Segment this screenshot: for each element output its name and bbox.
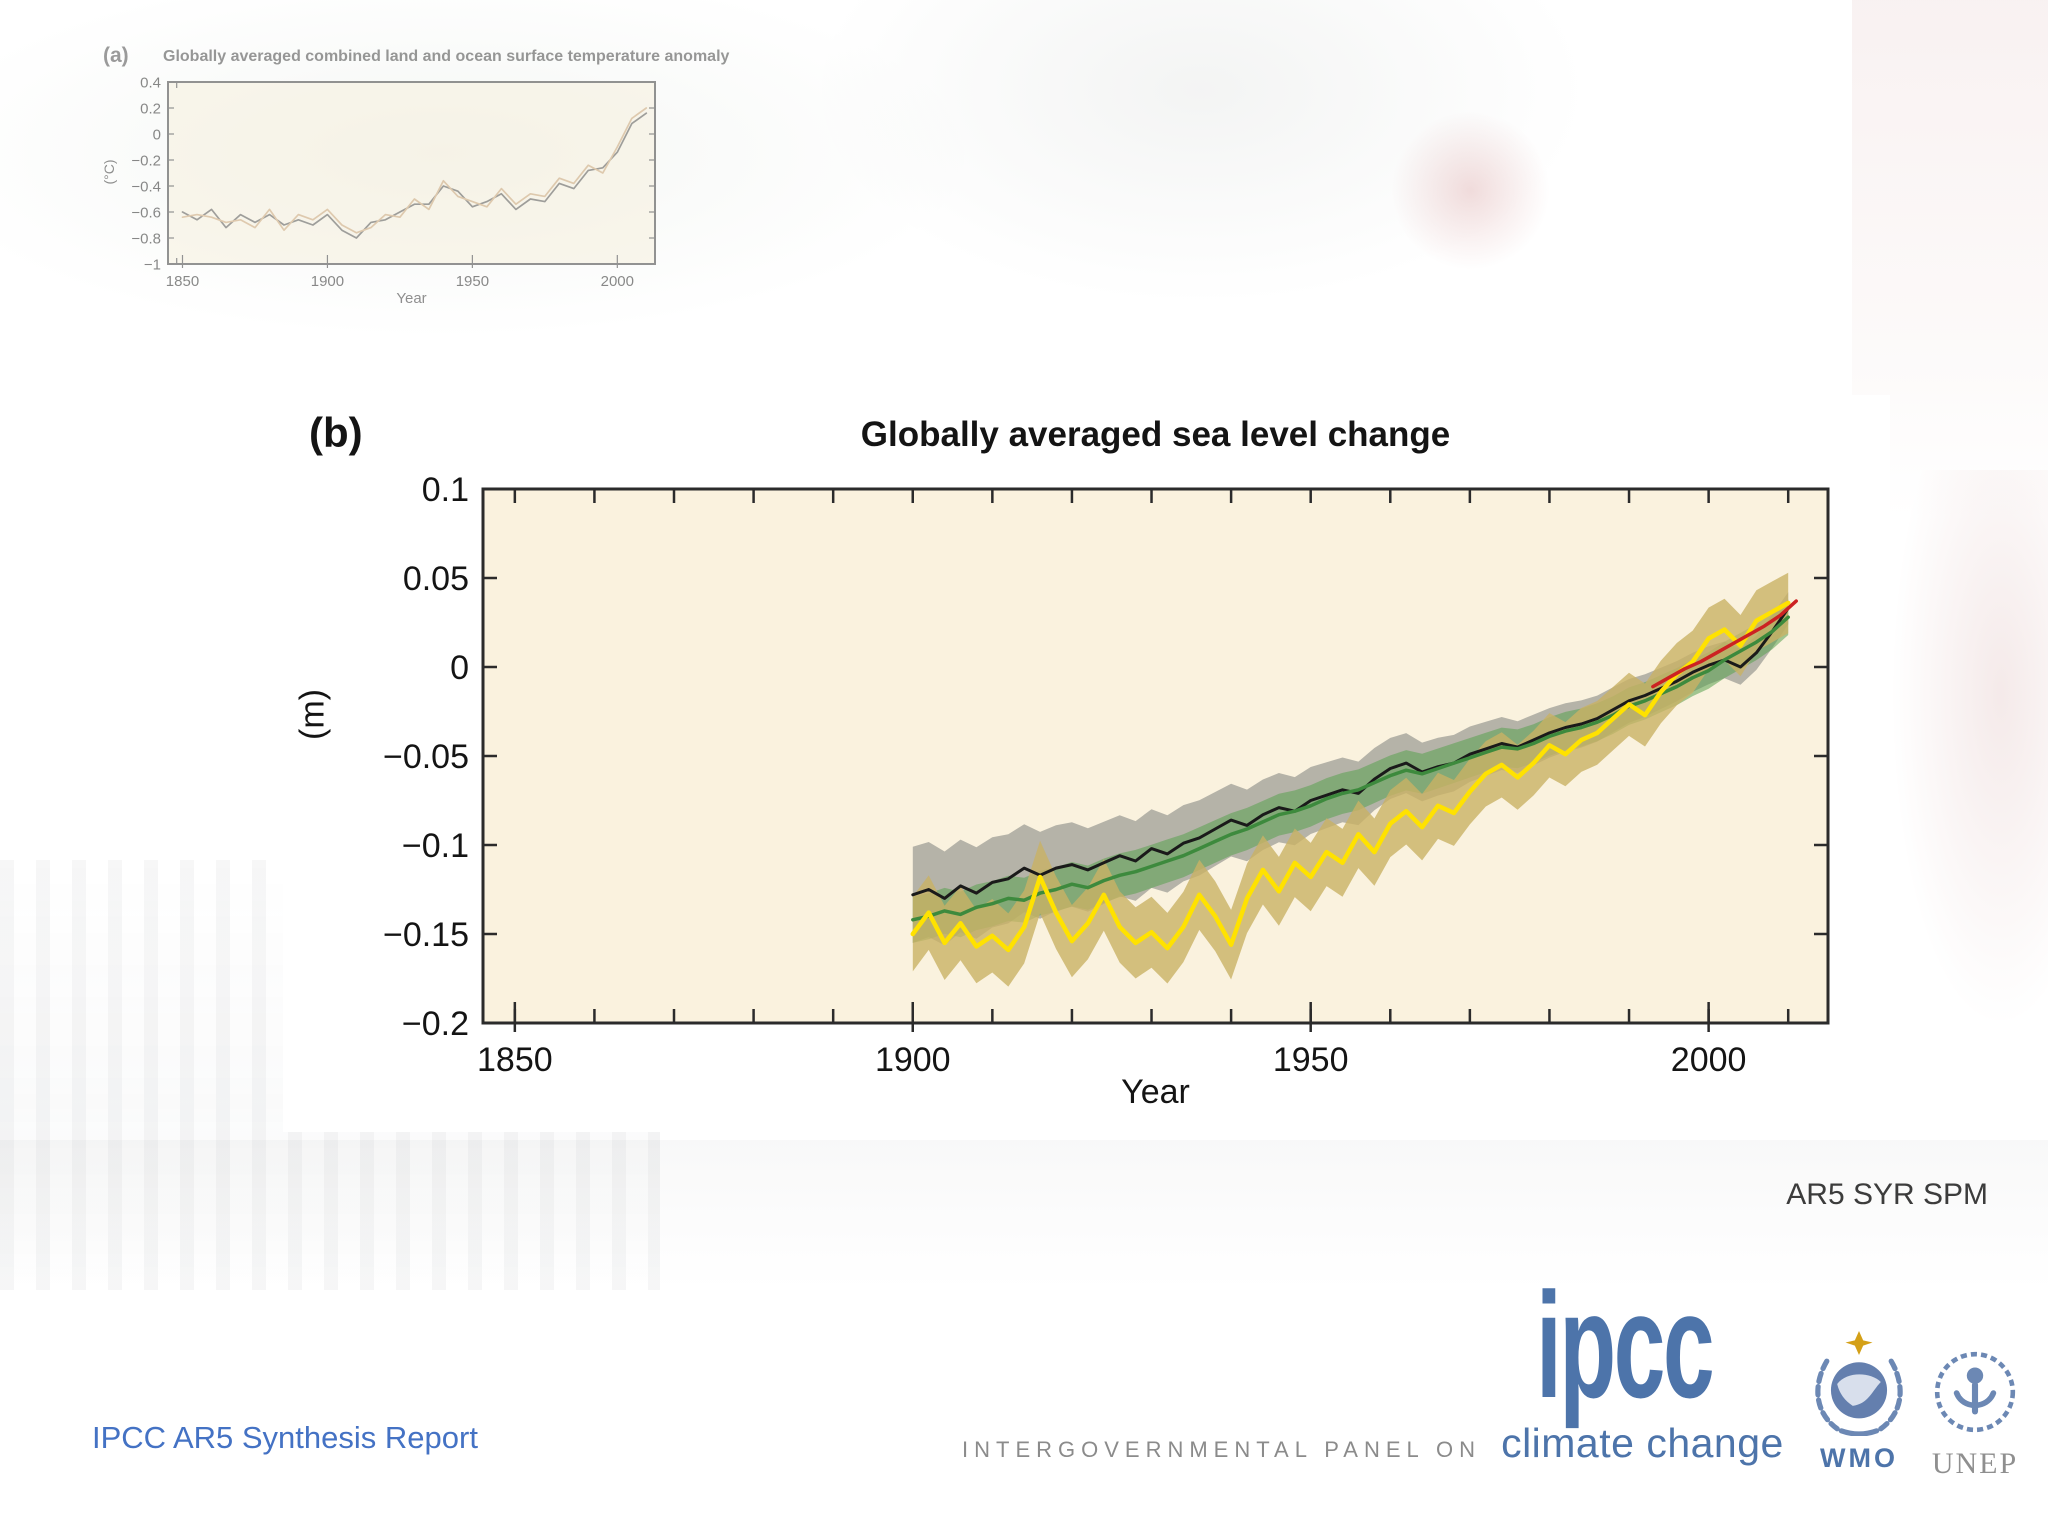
- ipcc-tagline-prefix: INTERGOVERNMENTAL PANEL ON: [962, 1437, 1482, 1462]
- svg-text:0: 0: [153, 126, 161, 143]
- bg-wash-red-blob: [1388, 108, 1553, 273]
- svg-text:2000: 2000: [601, 273, 634, 290]
- bg-wash-right-mid: [1890, 470, 2048, 1030]
- chart-a-panel-label: (a): [103, 44, 129, 67]
- svg-text:2000: 2000: [1671, 1041, 1747, 1079]
- svg-text:−1: −1: [144, 256, 161, 273]
- chart-b-x-axis-label: Year: [1121, 1073, 1190, 1111]
- svg-text:1850: 1850: [166, 273, 199, 290]
- chart-a-title: Globally averaged combined land and ocea…: [163, 48, 730, 65]
- chart-b-panel-label: (b): [309, 409, 363, 456]
- unep-logo: UNEP: [1922, 1346, 2028, 1481]
- svg-text:−0.2: −0.2: [131, 152, 161, 169]
- svg-text:0.2: 0.2: [140, 100, 161, 117]
- svg-text:1950: 1950: [456, 273, 489, 290]
- svg-text:−0.6: −0.6: [131, 204, 161, 221]
- bg-footer-white-band: [0, 1290, 2048, 1536]
- svg-text:−0.05: −0.05: [383, 738, 469, 776]
- svg-text:0.05: 0.05: [403, 560, 469, 598]
- svg-text:1900: 1900: [311, 273, 344, 290]
- chart-b-panel: 1850 1900 1950 2000 0.1 0.05 0 −0.05 −0.1 −0.15 −0…: [283, 395, 1890, 1132]
- svg-text:−0.15: −0.15: [383, 916, 469, 954]
- bg-wash-top-center: [820, 0, 1580, 300]
- ipcc-tagline: INTERGOVERNMENTAL PANEL ON climate chang…: [962, 1420, 1784, 1467]
- svg-text:0: 0: [450, 649, 469, 687]
- svg-text:1850: 1850: [477, 1041, 553, 1079]
- wmo-emblem-icon: [1807, 1331, 1911, 1440]
- chart-a-plot: 1850 1900 1950 2000 0.4 0.2 0 −0.2 −0.4 −0.6 −0.8 −…: [131, 74, 656, 290]
- ipcc-wordmark: ipcc: [1536, 1261, 1715, 1429]
- svg-text:1900: 1900: [875, 1041, 951, 1079]
- chart-b-title: Globally averaged sea level change: [860, 415, 1451, 454]
- svg-text:−0.8: −0.8: [131, 230, 161, 247]
- svg-text:−0.4: −0.4: [131, 178, 161, 195]
- wmo-logo: WMO: [1806, 1330, 1912, 1474]
- chart-b-plot: 1850 1900 1950 2000 0.1 0.05 0 −0.05 −0.1 −0.15 −0…: [383, 471, 1830, 1079]
- bg-wash-bottom-strip: [0, 1140, 2048, 1290]
- svg-text:−0.2: −0.2: [402, 1005, 469, 1043]
- unep-emblem-icon: [1929, 1351, 2021, 1442]
- chart-a-x-axis-label: Year: [396, 290, 427, 307]
- svg-text:−0.1: −0.1: [402, 827, 469, 865]
- wmo-label: WMO: [1820, 1443, 1898, 1473]
- chart-a-figure: 1850 1900 1950 2000 0.4 0.2 0 −0.2 −0.4 −0.6 −0.8 −…: [85, 36, 730, 314]
- svg-text:0.4: 0.4: [140, 74, 161, 91]
- source-label: AR5 SYR SPM: [1786, 1178, 1988, 1211]
- report-title: IPCC AR5 Synthesis Report: [92, 1420, 478, 1455]
- chart-b-y-axis-label: (m): [293, 689, 332, 740]
- chart-a-y-axis-label: (°C): [101, 159, 117, 185]
- unep-label: UNEP: [1931, 1447, 2019, 1480]
- ipcc-tagline-main: climate change: [1501, 1420, 1784, 1466]
- svg-text:0.1: 0.1: [422, 471, 469, 509]
- svg-text:1950: 1950: [1273, 1041, 1349, 1079]
